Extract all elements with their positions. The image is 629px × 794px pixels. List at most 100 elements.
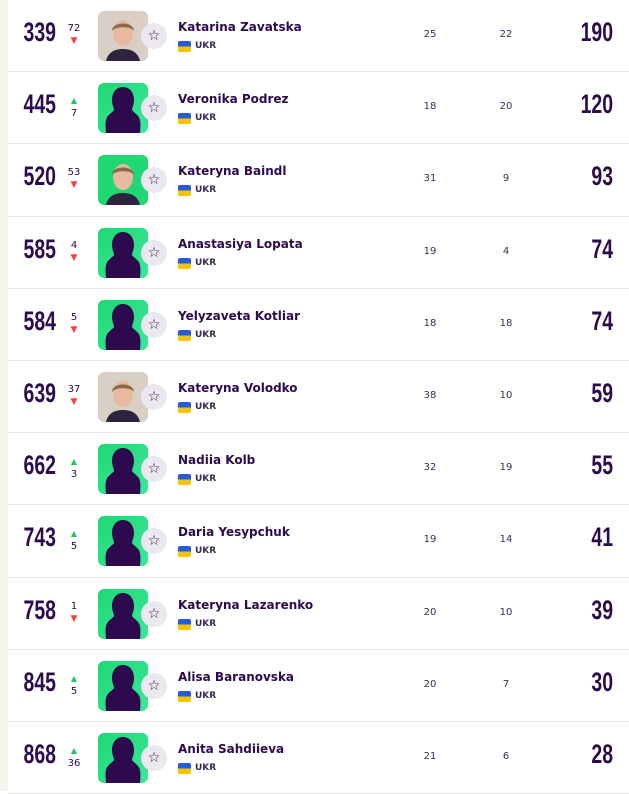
nationality: UKR	[195, 546, 217, 557]
player-name[interactable]: Kateryna Baindl	[178, 164, 287, 179]
favorite-star-icon[interactable]: ☆	[141, 600, 167, 627]
tournaments-played: 21	[423, 750, 437, 762]
ukraine-flag-icon	[178, 329, 191, 341]
points: 74	[591, 305, 613, 336]
player-row[interactable]: 339 72 ▼ ☆ Katarina Zavatska UKR 25 22 19…	[8, 0, 629, 73]
player-name[interactable]: Yelyzaveta Kotliar	[178, 308, 301, 323]
rank: 845	[23, 666, 56, 697]
stat-column-2: 7	[502, 678, 510, 690]
avatar[interactable]	[98, 732, 148, 783]
tournaments-played: 31	[423, 173, 437, 185]
avatar[interactable]	[98, 588, 148, 639]
arrow-up-icon: ▲	[70, 96, 78, 106]
stat-column-2: 10	[499, 606, 513, 618]
tournaments-played: 18	[423, 317, 437, 329]
avatar[interactable]	[98, 11, 148, 61]
tournaments-played: 38	[423, 389, 437, 401]
avatar[interactable]	[98, 227, 148, 278]
stat-column-2: 22	[499, 29, 513, 40]
rank: 743	[23, 522, 56, 553]
rank-change: ▲ 5	[64, 672, 84, 698]
favorite-star-icon[interactable]: ☆	[141, 672, 167, 699]
favorite-star-icon[interactable]: ☆	[141, 528, 167, 555]
rank: 758	[23, 594, 56, 625]
rank: 868	[23, 738, 56, 769]
player-row[interactable]: 584 5 ▼ ☆ Yelyzaveta Kotliar UKR 18 18 74	[8, 289, 629, 361]
avatar[interactable]	[98, 371, 148, 422]
arrow-up-icon: ▲	[70, 745, 78, 755]
player-row[interactable]: 520 53 ▼ ☆ Kateryna Baindl UKR 31 9 93	[8, 144, 629, 217]
avatar[interactable]	[98, 299, 148, 350]
favorite-star-icon[interactable]: ☆	[141, 744, 167, 771]
rank-change: 5 ▼	[64, 311, 84, 337]
rank: 585	[23, 233, 56, 264]
ukraine-flag-icon	[178, 257, 191, 269]
points: 74	[591, 233, 613, 264]
nationality: UKR	[195, 41, 217, 51]
tournaments-played: 20	[423, 606, 437, 618]
rank-change: ▲ 7	[64, 94, 84, 120]
player-name[interactable]: Alisa Baranovska	[178, 669, 295, 684]
nationality: UKR	[195, 401, 217, 412]
points: 41	[591, 522, 613, 553]
player-row[interactable]: 585 4 ▼ ☆ Anastasiya Lopata UKR 19 4 74	[8, 217, 629, 289]
stat-column-2: 10	[499, 389, 513, 401]
player-name[interactable]: Veronika Podrez	[178, 92, 289, 107]
rank-change: ▲ 36	[64, 744, 84, 770]
player-name[interactable]: Kateryna Lazarenko	[178, 597, 314, 612]
player-name[interactable]: Nadiia Kolb	[178, 453, 256, 468]
arrow-down-icon: ▼	[70, 613, 78, 624]
ukraine-flag-icon	[178, 41, 191, 52]
player-name[interactable]: Daria Yesypchuk	[178, 525, 290, 540]
ukraine-flag-icon	[178, 546, 191, 558]
favorite-star-icon[interactable]: ☆	[141, 311, 167, 338]
points: 39	[591, 594, 613, 625]
nationality: UKR	[195, 690, 217, 701]
ukraine-flag-icon	[178, 618, 191, 630]
favorite-star-icon[interactable]: ☆	[141, 239, 167, 266]
player-row[interactable]: 639 37 ▼ ☆ Kateryna Volodko UKR 38 10 59	[8, 361, 629, 434]
player-name[interactable]: Kateryna Volodko	[178, 380, 298, 395]
points: 55	[591, 450, 613, 481]
nationality: UKR	[195, 618, 217, 629]
points: 93	[591, 161, 613, 192]
points: 120	[580, 89, 613, 120]
avatar[interactable]	[98, 516, 148, 567]
stat-column-2: 18	[499, 317, 513, 329]
avatar[interactable]	[98, 83, 148, 134]
favorite-star-icon[interactable]: ☆	[141, 23, 167, 49]
favorite-star-icon[interactable]: ☆	[141, 167, 167, 194]
player-row[interactable]: 445 ▲ 7 ☆ Veronika Podrez UKR 18 20 120	[8, 72, 629, 145]
points: 28	[591, 738, 613, 769]
player-row[interactable]: 662 ▲ 3 ☆ Nadiia Kolb UKR 32 19 55	[8, 433, 629, 506]
player-row[interactable]: 743 ▲ 5 ☆ Daria Yesypchuk UKR 19 14 41	[8, 505, 629, 578]
player-name[interactable]: Katarina Zavatska	[178, 20, 302, 34]
rank: 445	[23, 89, 56, 120]
tournaments-played: 25	[423, 29, 437, 40]
rankings-list: 339 72 ▼ ☆ Katarina Zavatska UKR 25 22 19…	[8, 0, 629, 794]
rank: 584	[23, 305, 56, 336]
ukraine-flag-icon	[178, 690, 191, 702]
avatar[interactable]	[98, 155, 148, 206]
favorite-star-icon[interactable]: ☆	[141, 95, 167, 122]
player-name[interactable]: Anastasiya Lopata	[178, 236, 303, 251]
stat-column-2: 4	[502, 245, 510, 257]
nationality: UKR	[195, 762, 217, 773]
avatar[interactable]	[98, 660, 148, 711]
favorite-star-icon[interactable]: ☆	[141, 383, 167, 410]
player-row[interactable]: 868 ▲ 36 ☆ Anita Sahdiieva UKR 21 6 28	[8, 722, 629, 794]
avatar[interactable]	[98, 444, 148, 495]
player-row[interactable]: 758 1 ▼ ☆ Kateryna Lazarenko UKR 20 10 39	[8, 578, 629, 650]
arrow-up-icon: ▲	[70, 457, 78, 467]
rank-change: 4 ▼	[64, 239, 84, 265]
arrow-down-icon: ▼	[70, 396, 78, 407]
arrow-down-icon: ▼	[70, 180, 78, 191]
rank-change: 72 ▼	[64, 22, 84, 48]
player-row[interactable]: 845 ▲ 5 ☆ Alisa Baranovska UKR 20 7 30	[8, 650, 629, 722]
favorite-star-icon[interactable]: ☆	[141, 456, 167, 483]
points: 190	[580, 17, 613, 47]
points: 59	[591, 377, 613, 408]
rank: 520	[23, 161, 56, 192]
stat-column-2: 14	[499, 534, 513, 546]
player-name[interactable]: Anita Sahdiieva	[178, 741, 285, 756]
